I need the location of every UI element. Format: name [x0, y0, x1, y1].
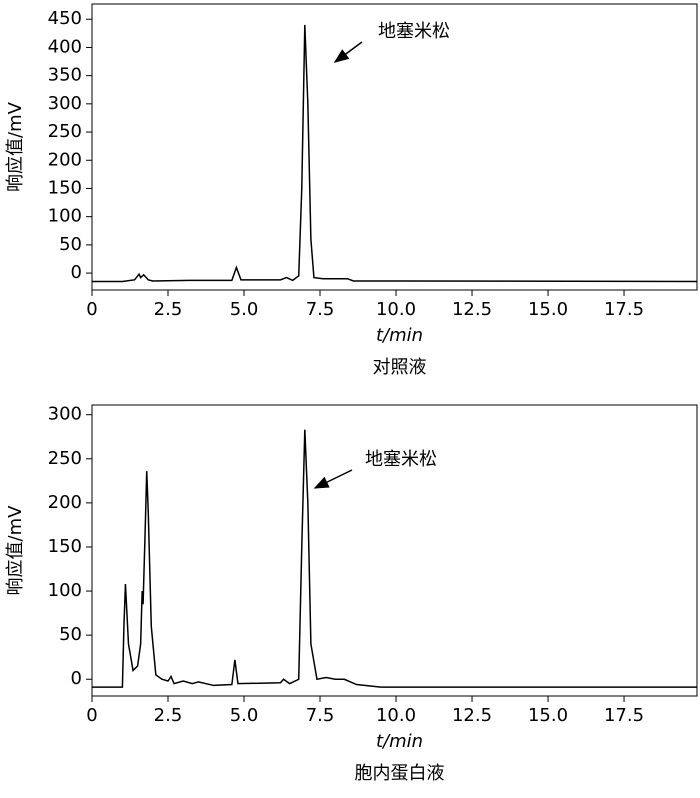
caption: 胞内蛋白液	[355, 763, 445, 784]
x-tick-label: 5.0	[230, 705, 259, 726]
y-tick-label: 0	[71, 262, 82, 283]
plot-frame	[91, 404, 698, 697]
x-tick-label: 7.5	[306, 299, 335, 320]
y-tick-label: 250	[48, 448, 82, 469]
y-axis-label: 响应值/mV	[5, 505, 26, 596]
y-tick-label: 350	[48, 65, 82, 86]
x-tick-label: 15.0	[528, 705, 568, 726]
y-tick-label: 50	[59, 624, 82, 645]
y-tick-label: 100	[48, 206, 82, 227]
annotation: 地塞米松	[378, 21, 450, 42]
y-tick-label: 250	[48, 121, 82, 142]
arrow	[333, 41, 363, 63]
y-tick-label: 150	[48, 177, 82, 198]
annotation: 地塞米松	[365, 449, 437, 470]
x-tick-label: 17.5	[604, 299, 644, 320]
y-tick-label: 300	[48, 404, 82, 425]
x-tick-label: 10.0	[376, 299, 416, 320]
line	[92, 24, 698, 283]
x-tick-label: 17.5	[604, 705, 644, 726]
y-axis-label: 响应值/mV	[5, 101, 26, 192]
line	[92, 429, 697, 688]
x-tick-label: 12.5	[452, 299, 492, 320]
arrow	[313, 469, 353, 489]
x-tick-label: 12.5	[452, 705, 492, 726]
x-axis-label: t/min	[376, 325, 423, 346]
x-axis-label: t/min	[376, 731, 423, 752]
x-tick-label: 15.0	[528, 299, 568, 320]
y-tick-label: 100	[48, 580, 82, 601]
x-tick-label: 0	[86, 705, 97, 726]
x-tick-label: 7.5	[306, 705, 335, 726]
y-tick-label: 200	[48, 492, 82, 513]
x-tick-label: 2.5	[154, 705, 183, 726]
plot-frame	[91, 3, 698, 291]
y-tick-label: 150	[48, 536, 82, 557]
y-tick-label: 300	[48, 93, 82, 114]
x-tick-label: 10.0	[376, 705, 416, 726]
y-tick-label: 400	[48, 36, 82, 57]
y-tick-label: 0	[71, 668, 82, 689]
y-tick-label: 450	[48, 8, 82, 29]
y-tick-label: 200	[48, 149, 82, 170]
x-tick-label: 2.5	[154, 299, 183, 320]
caption: 对照液	[373, 357, 427, 378]
x-tick-label: 0	[86, 299, 97, 320]
x-tick-label: 5.0	[230, 299, 259, 320]
y-tick-label: 50	[59, 234, 82, 255]
